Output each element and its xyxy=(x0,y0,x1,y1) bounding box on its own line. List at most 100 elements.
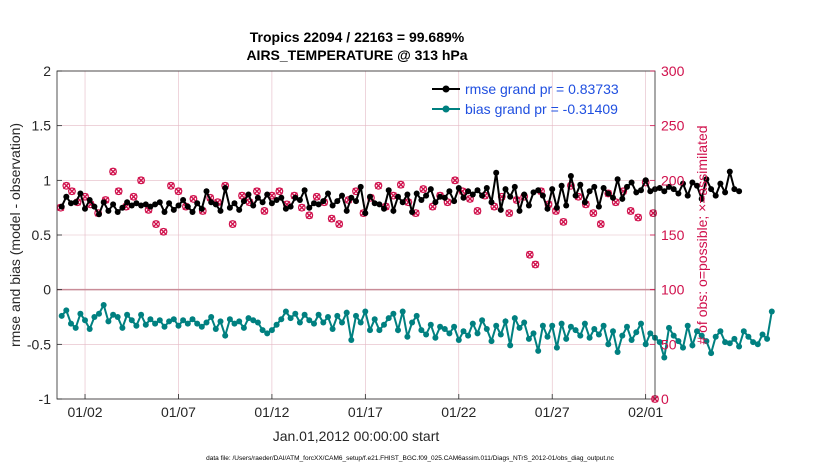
bias-point xyxy=(245,315,252,322)
bias-point xyxy=(282,308,289,315)
bias-point xyxy=(544,333,551,340)
bias-point xyxy=(441,326,448,332)
rmse-point xyxy=(614,176,621,183)
obs-possible-marker xyxy=(297,203,306,212)
obs-assimilated-marker xyxy=(531,261,539,269)
rmse-point xyxy=(539,192,546,199)
rmse-point xyxy=(469,191,476,198)
rmse-point xyxy=(156,199,163,206)
obs-assimilated-marker xyxy=(597,220,605,228)
legend-bias-marker xyxy=(442,105,450,113)
obs-possible-marker xyxy=(68,187,76,196)
rmse-point xyxy=(455,185,462,191)
bias-point xyxy=(689,342,696,349)
bias-point xyxy=(577,332,584,339)
bias-point xyxy=(68,320,74,327)
rmse-point xyxy=(441,194,448,201)
rmse-point xyxy=(292,194,299,201)
bias-point xyxy=(147,316,154,323)
bias-point xyxy=(717,328,724,335)
bias-point xyxy=(222,332,229,339)
obs-possible-marker xyxy=(419,185,428,193)
rmse-point xyxy=(325,190,331,197)
rmse-point xyxy=(147,203,154,210)
obs-assimilated-marker xyxy=(137,176,145,184)
rmse-point xyxy=(152,201,159,208)
obs-assimilated-marker xyxy=(335,220,343,228)
bias-point xyxy=(353,312,359,319)
x-tick-label: 02/01 xyxy=(628,404,663,420)
obs-possible-marker xyxy=(634,213,643,222)
obs-possible-marker xyxy=(62,181,71,190)
bias-point xyxy=(114,314,121,320)
x-tick-label: 01/07 xyxy=(161,404,196,420)
rmse-point xyxy=(58,203,65,210)
rmse-point xyxy=(189,209,196,215)
bias-point xyxy=(703,338,710,345)
obs-possible-marker xyxy=(531,260,540,269)
obs-assimilated-marker xyxy=(167,182,175,190)
rmse-point xyxy=(544,205,551,212)
rmse-point xyxy=(474,187,481,194)
bias-point xyxy=(390,310,397,317)
obs-assimilated-marker xyxy=(229,220,237,228)
rmse-point xyxy=(553,204,560,211)
obs-possible-marker xyxy=(335,220,344,228)
bias-point xyxy=(731,335,738,342)
bias-point xyxy=(194,320,201,327)
bias-point xyxy=(535,347,542,354)
rmse-point xyxy=(595,203,602,210)
rmse-point xyxy=(479,192,486,199)
rmse-point xyxy=(423,192,430,199)
bias-point xyxy=(511,315,518,322)
rmse-point xyxy=(647,188,654,195)
obs-assimilated-marker xyxy=(559,218,567,226)
rmse-point xyxy=(418,197,425,203)
bias-point xyxy=(264,330,271,337)
obs-assimilated-marker xyxy=(505,209,513,217)
bias-point xyxy=(633,329,640,336)
rmse-point xyxy=(208,199,215,206)
obs-assimilated-marker xyxy=(589,209,597,217)
bias-point xyxy=(180,317,187,324)
obs-assimilated-marker xyxy=(419,185,427,193)
rmse-point xyxy=(666,183,672,190)
rmse-point xyxy=(170,206,177,213)
bias-point xyxy=(296,319,303,326)
bias-point xyxy=(610,328,616,335)
bias-point xyxy=(768,308,775,315)
rmse-point xyxy=(483,185,490,191)
obs-assimilated-marker xyxy=(109,168,117,176)
bias-point xyxy=(525,335,532,342)
legend-rmse-label: rmse grand pr = 0.83733 xyxy=(465,81,619,97)
bias-point xyxy=(315,311,322,318)
bias-point xyxy=(226,316,233,323)
rmse-point xyxy=(493,169,500,176)
bias-point xyxy=(334,312,341,319)
rmse-point xyxy=(395,193,401,200)
rmse-point xyxy=(348,194,355,201)
rmse-point xyxy=(119,204,126,211)
y-tick-label-left: 1 xyxy=(43,172,51,188)
rmse-point xyxy=(670,186,677,193)
bias-point xyxy=(58,312,65,319)
obs-assimilated-marker xyxy=(115,187,123,195)
rmse-point xyxy=(591,183,598,190)
y-tick-label-left: -0.5 xyxy=(27,336,51,352)
legend-bias-label: bias grand pr = -0.31409 xyxy=(465,101,618,117)
rmse-point xyxy=(385,187,392,194)
rmse-point xyxy=(339,192,345,199)
obs-possible-marker xyxy=(152,220,160,228)
rmse-point xyxy=(128,202,135,209)
obs-assimilated-marker xyxy=(238,192,246,200)
rmse-point xyxy=(203,188,210,195)
bias-point xyxy=(133,322,140,329)
rmse-point xyxy=(175,202,182,209)
rmse-point xyxy=(605,190,612,197)
bias-point xyxy=(647,330,654,337)
bias-point xyxy=(82,317,88,324)
rmse-point xyxy=(63,193,70,200)
bias-point xyxy=(624,323,630,330)
tick-marks xyxy=(57,70,655,400)
rmse-point xyxy=(371,200,378,207)
